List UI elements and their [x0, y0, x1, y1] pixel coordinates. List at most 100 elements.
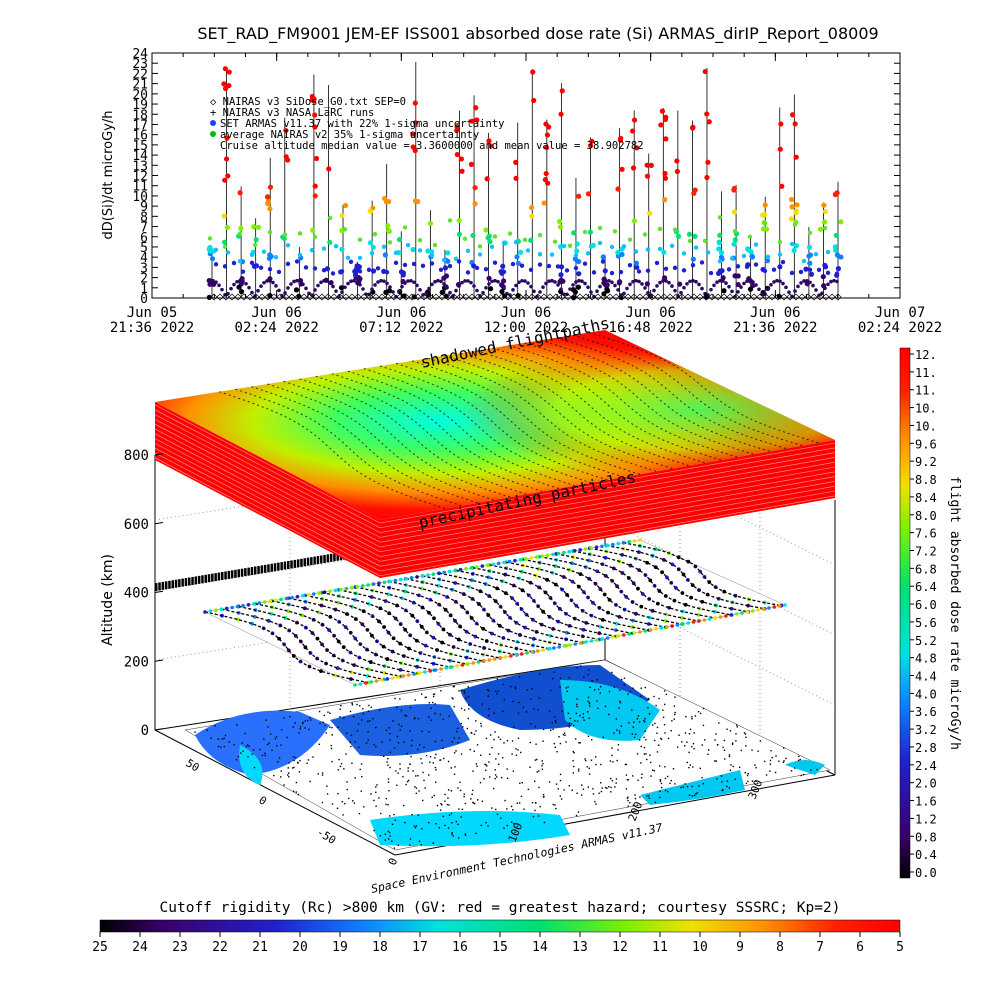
baseline-point [379, 278, 383, 283]
map-dot [363, 806, 365, 808]
nairas-diamond [804, 293, 812, 301]
baseline-point [208, 279, 212, 283]
map-dot [627, 779, 629, 781]
slab-stripe [154, 457, 381, 577]
track-point [595, 638, 599, 642]
track-point [252, 614, 257, 619]
map-dot [735, 724, 738, 726]
map-dot [372, 717, 374, 720]
map-dot [680, 786, 682, 789]
map-dot [816, 768, 818, 771]
map-dot [233, 743, 236, 746]
track-black-mark [293, 559, 297, 568]
y-tick-label: 14 [132, 149, 148, 164]
armas-point [648, 162, 654, 168]
map-dot [638, 721, 641, 723]
armas-point [741, 253, 747, 259]
map-dot [351, 762, 353, 764]
map-dot [552, 728, 554, 731]
map-dot [418, 790, 420, 792]
map-dot [666, 775, 669, 778]
map-dot [354, 741, 356, 743]
map-dot [660, 737, 662, 740]
track-point [290, 595, 294, 600]
armas-point [410, 247, 416, 253]
map-dot [516, 802, 518, 804]
nairas-diamond [678, 293, 686, 301]
armas-point [717, 259, 723, 264]
track-point [246, 603, 251, 607]
armas-point [658, 122, 664, 128]
baseline-point [697, 282, 701, 287]
track-point [541, 648, 545, 652]
map-dot [682, 786, 684, 788]
map-dot [736, 726, 738, 728]
map-dot [432, 762, 435, 764]
map-dot [421, 827, 423, 830]
map-dot [462, 726, 464, 728]
track-point [230, 605, 234, 610]
armas-point [681, 251, 687, 256]
map-dot [399, 768, 401, 770]
track-point [269, 612, 274, 616]
track-point [471, 661, 476, 665]
baseline-point [649, 293, 653, 298]
armas-point [425, 248, 431, 254]
map-dot [747, 780, 749, 783]
map-dot [488, 689, 490, 692]
map-dot [744, 772, 746, 774]
map-dot [611, 747, 613, 749]
z-tick [154, 659, 164, 662]
x-tick-label: 12:00 2022 [484, 320, 568, 336]
armas-point [303, 265, 309, 270]
map-dot [297, 793, 300, 796]
map-dot [337, 726, 339, 729]
map-dot [375, 805, 377, 807]
nairas-point [492, 234, 498, 239]
map-dot [331, 760, 333, 763]
armas-point [321, 246, 327, 251]
nairas-point [297, 231, 303, 236]
track-point [680, 616, 684, 620]
track-point [333, 607, 338, 612]
track-point [236, 617, 240, 622]
track-black-mark [257, 565, 260, 574]
track-point [439, 667, 443, 671]
track-point [502, 560, 506, 565]
track-point [458, 567, 463, 572]
nairas-diamond [708, 293, 716, 301]
nairas-point [342, 227, 348, 232]
nairas-point [462, 236, 468, 242]
map-dot [432, 701, 434, 704]
nairas-diamond [744, 293, 752, 301]
baseline-point [472, 284, 476, 288]
track-point [406, 673, 411, 677]
map-dot [378, 709, 381, 711]
track-point [630, 625, 635, 629]
armas-point [807, 267, 813, 272]
armas-point [544, 132, 551, 138]
armas-point [705, 159, 711, 165]
map-dot [592, 793, 595, 795]
armas-point [718, 250, 725, 256]
nairas-point [582, 229, 588, 235]
map-dot [590, 759, 593, 761]
map-dot [480, 824, 482, 827]
map-dot [397, 772, 399, 774]
map-dot [511, 753, 513, 755]
y-tick-label: 17 [132, 118, 148, 133]
armas-point [615, 249, 621, 256]
map-dot [399, 763, 401, 765]
baseline-point [628, 282, 632, 287]
armas-point [693, 245, 699, 250]
armas-point [410, 144, 416, 150]
map-dot [375, 745, 377, 748]
track-line [572, 550, 732, 616]
bottom-colorbar-tick-label: 10 [692, 940, 708, 955]
baseline-point [658, 280, 662, 285]
right-colorbar-tick-label: 12. [915, 348, 937, 362]
map-dot [612, 761, 614, 763]
track-point [646, 622, 651, 626]
armas-point [661, 249, 667, 255]
armas-point [634, 145, 640, 151]
